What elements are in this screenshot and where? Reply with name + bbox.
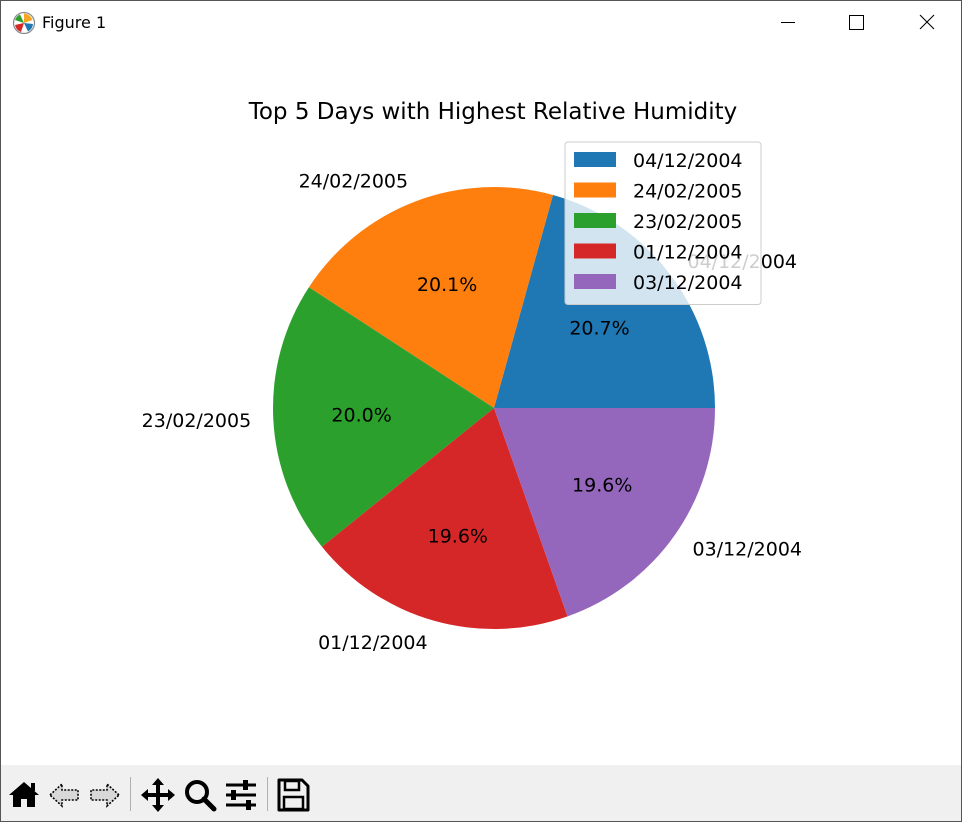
close-icon	[919, 14, 935, 30]
configure-subplots-icon	[226, 780, 256, 810]
legend-label: 03/12/2004	[633, 272, 743, 294]
figure-canvas[interactable]: Top 5 Days with Highest Relative Humidit…	[1, 45, 961, 765]
window-title: Figure 1	[42, 13, 107, 32]
minimize-button[interactable]	[764, 1, 810, 45]
maximize-icon	[849, 15, 864, 30]
close-button[interactable]	[903, 1, 949, 45]
legend-swatch	[574, 182, 616, 198]
toolbar-separator	[130, 777, 131, 811]
navigation-toolbar	[1, 765, 961, 821]
minimize-icon	[781, 22, 795, 23]
slice-label: 24/02/2005	[299, 171, 409, 193]
home-button[interactable]	[5, 776, 43, 814]
forward-button[interactable]	[85, 776, 123, 814]
title-bar: Figure 1	[1, 1, 961, 45]
slice-label: 03/12/2004	[693, 538, 803, 560]
maximize-button[interactable]	[833, 1, 879, 45]
matplotlib-app-icon	[12, 11, 36, 35]
pie-chart: Top 5 Days with Highest Relative Humidit…	[142, 99, 803, 654]
legend-swatch	[574, 274, 616, 289]
home-icon	[9, 782, 39, 807]
percent-labels: 20.7% 20.1% 20.0% 19.6% 19.6%	[331, 274, 632, 548]
zoom-button[interactable]	[181, 776, 219, 814]
percent-label: 20.1%	[417, 274, 477, 296]
legend: 04/12/2004 24/02/2005 23/02/2005 01/12/2004…	[564, 141, 762, 305]
percent-label: 19.6%	[572, 475, 632, 497]
save-icon	[277, 778, 310, 812]
percent-label: 20.7%	[569, 318, 629, 340]
save-button[interactable]	[274, 776, 312, 814]
legend-swatch	[574, 152, 616, 167]
legend-label: 04/12/2004	[633, 150, 743, 172]
back-button[interactable]	[46, 776, 84, 814]
pie-slice	[273, 287, 494, 547]
pan-button[interactable]	[139, 776, 177, 814]
legend-label: 24/02/2005	[633, 181, 743, 203]
configure-subplots-button[interactable]	[222, 776, 260, 814]
pie-slice	[321, 408, 568, 629]
percent-label: 20.0%	[331, 405, 391, 427]
pie-slice	[494, 408, 715, 617]
slice-label: 23/02/2005	[142, 410, 252, 432]
legend-label: 23/02/2005	[633, 211, 743, 233]
chart-title: Top 5 Days with Highest Relative Humidit…	[248, 99, 738, 125]
toolbar-separator	[267, 777, 268, 811]
legend-swatch	[574, 243, 616, 259]
percent-label: 19.6%	[428, 526, 488, 548]
legend-label: 01/12/2004	[633, 242, 743, 264]
forward-arrow-icon	[90, 782, 121, 808]
zoom-icon	[185, 780, 217, 812]
pan-icon	[141, 778, 175, 812]
pie-slice	[308, 187, 553, 408]
back-arrow-icon	[48, 782, 79, 808]
slice-label: 01/12/2004	[318, 632, 428, 654]
legend-swatch	[574, 213, 616, 228]
